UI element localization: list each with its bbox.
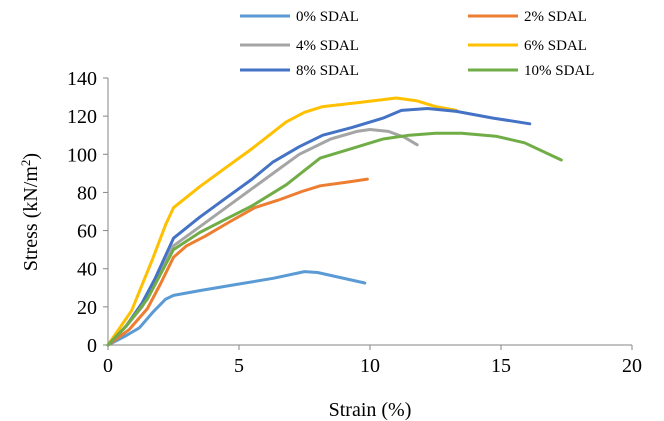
y-tick-label: 140: [67, 68, 97, 90]
legend-label: 4% SDAL: [296, 38, 359, 54]
x-tick-label: 10: [360, 355, 380, 377]
series-line-8-sdal: [106, 107, 532, 347]
legend-item: 0% SDAL: [240, 9, 359, 25]
series-line-2-sdal: [106, 177, 369, 347]
axes: 0 5 10 15 20 0 20 40 60 80 100 120 140: [67, 68, 642, 377]
series-line-0-sdal: [106, 270, 367, 347]
y-tick-label: 120: [67, 106, 97, 128]
y-axis-title: Stress (kN/m2): [18, 153, 42, 271]
x-axis-title: Strain (%): [329, 399, 412, 421]
y-tick-label: 0: [87, 335, 97, 357]
legend: 0% SDAL 2% SDAL 4% SDAL 6% SDAL 8% SDAL 10% S…: [240, 9, 594, 79]
legend-label: 2% SDAL: [524, 9, 587, 25]
x-tick-label: 0: [103, 355, 113, 377]
legend-label: 8% SDAL: [296, 63, 359, 79]
y-axis-title-superscript: 2: [18, 160, 33, 167]
y-tick-label: 20: [77, 297, 97, 319]
y-axis-title-main: Stress (kN/m: [20, 166, 42, 271]
x-axis-ticks: 0 5 10 15 20: [103, 345, 642, 377]
legend-item: 6% SDAL: [468, 38, 587, 54]
x-tick-label: 15: [491, 355, 511, 377]
legend-label: 6% SDAL: [524, 38, 587, 54]
legend-label: 10% SDAL: [524, 63, 594, 79]
y-tick-label: 100: [67, 144, 97, 166]
legend-label: 0% SDAL: [296, 9, 359, 25]
y-axis-title-tail: ): [20, 153, 42, 160]
y-tick-label: 40: [77, 259, 97, 281]
y-tick-label: 60: [77, 221, 97, 243]
legend-item: 2% SDAL: [468, 9, 587, 25]
series-line-10-sdal: [106, 131, 563, 347]
x-tick-label: 5: [234, 355, 244, 377]
series-line-6-sdal: [106, 96, 458, 347]
y-axis-ticks: 0 20 40 60 80 100 120 140: [67, 68, 108, 357]
legend-item: 10% SDAL: [468, 63, 594, 79]
y-tick-label: 80: [77, 182, 97, 204]
legend-item: 4% SDAL: [240, 38, 359, 54]
x-tick-label: 20: [622, 355, 642, 377]
legend-item: 8% SDAL: [240, 63, 359, 79]
plot-area: [106, 96, 563, 347]
